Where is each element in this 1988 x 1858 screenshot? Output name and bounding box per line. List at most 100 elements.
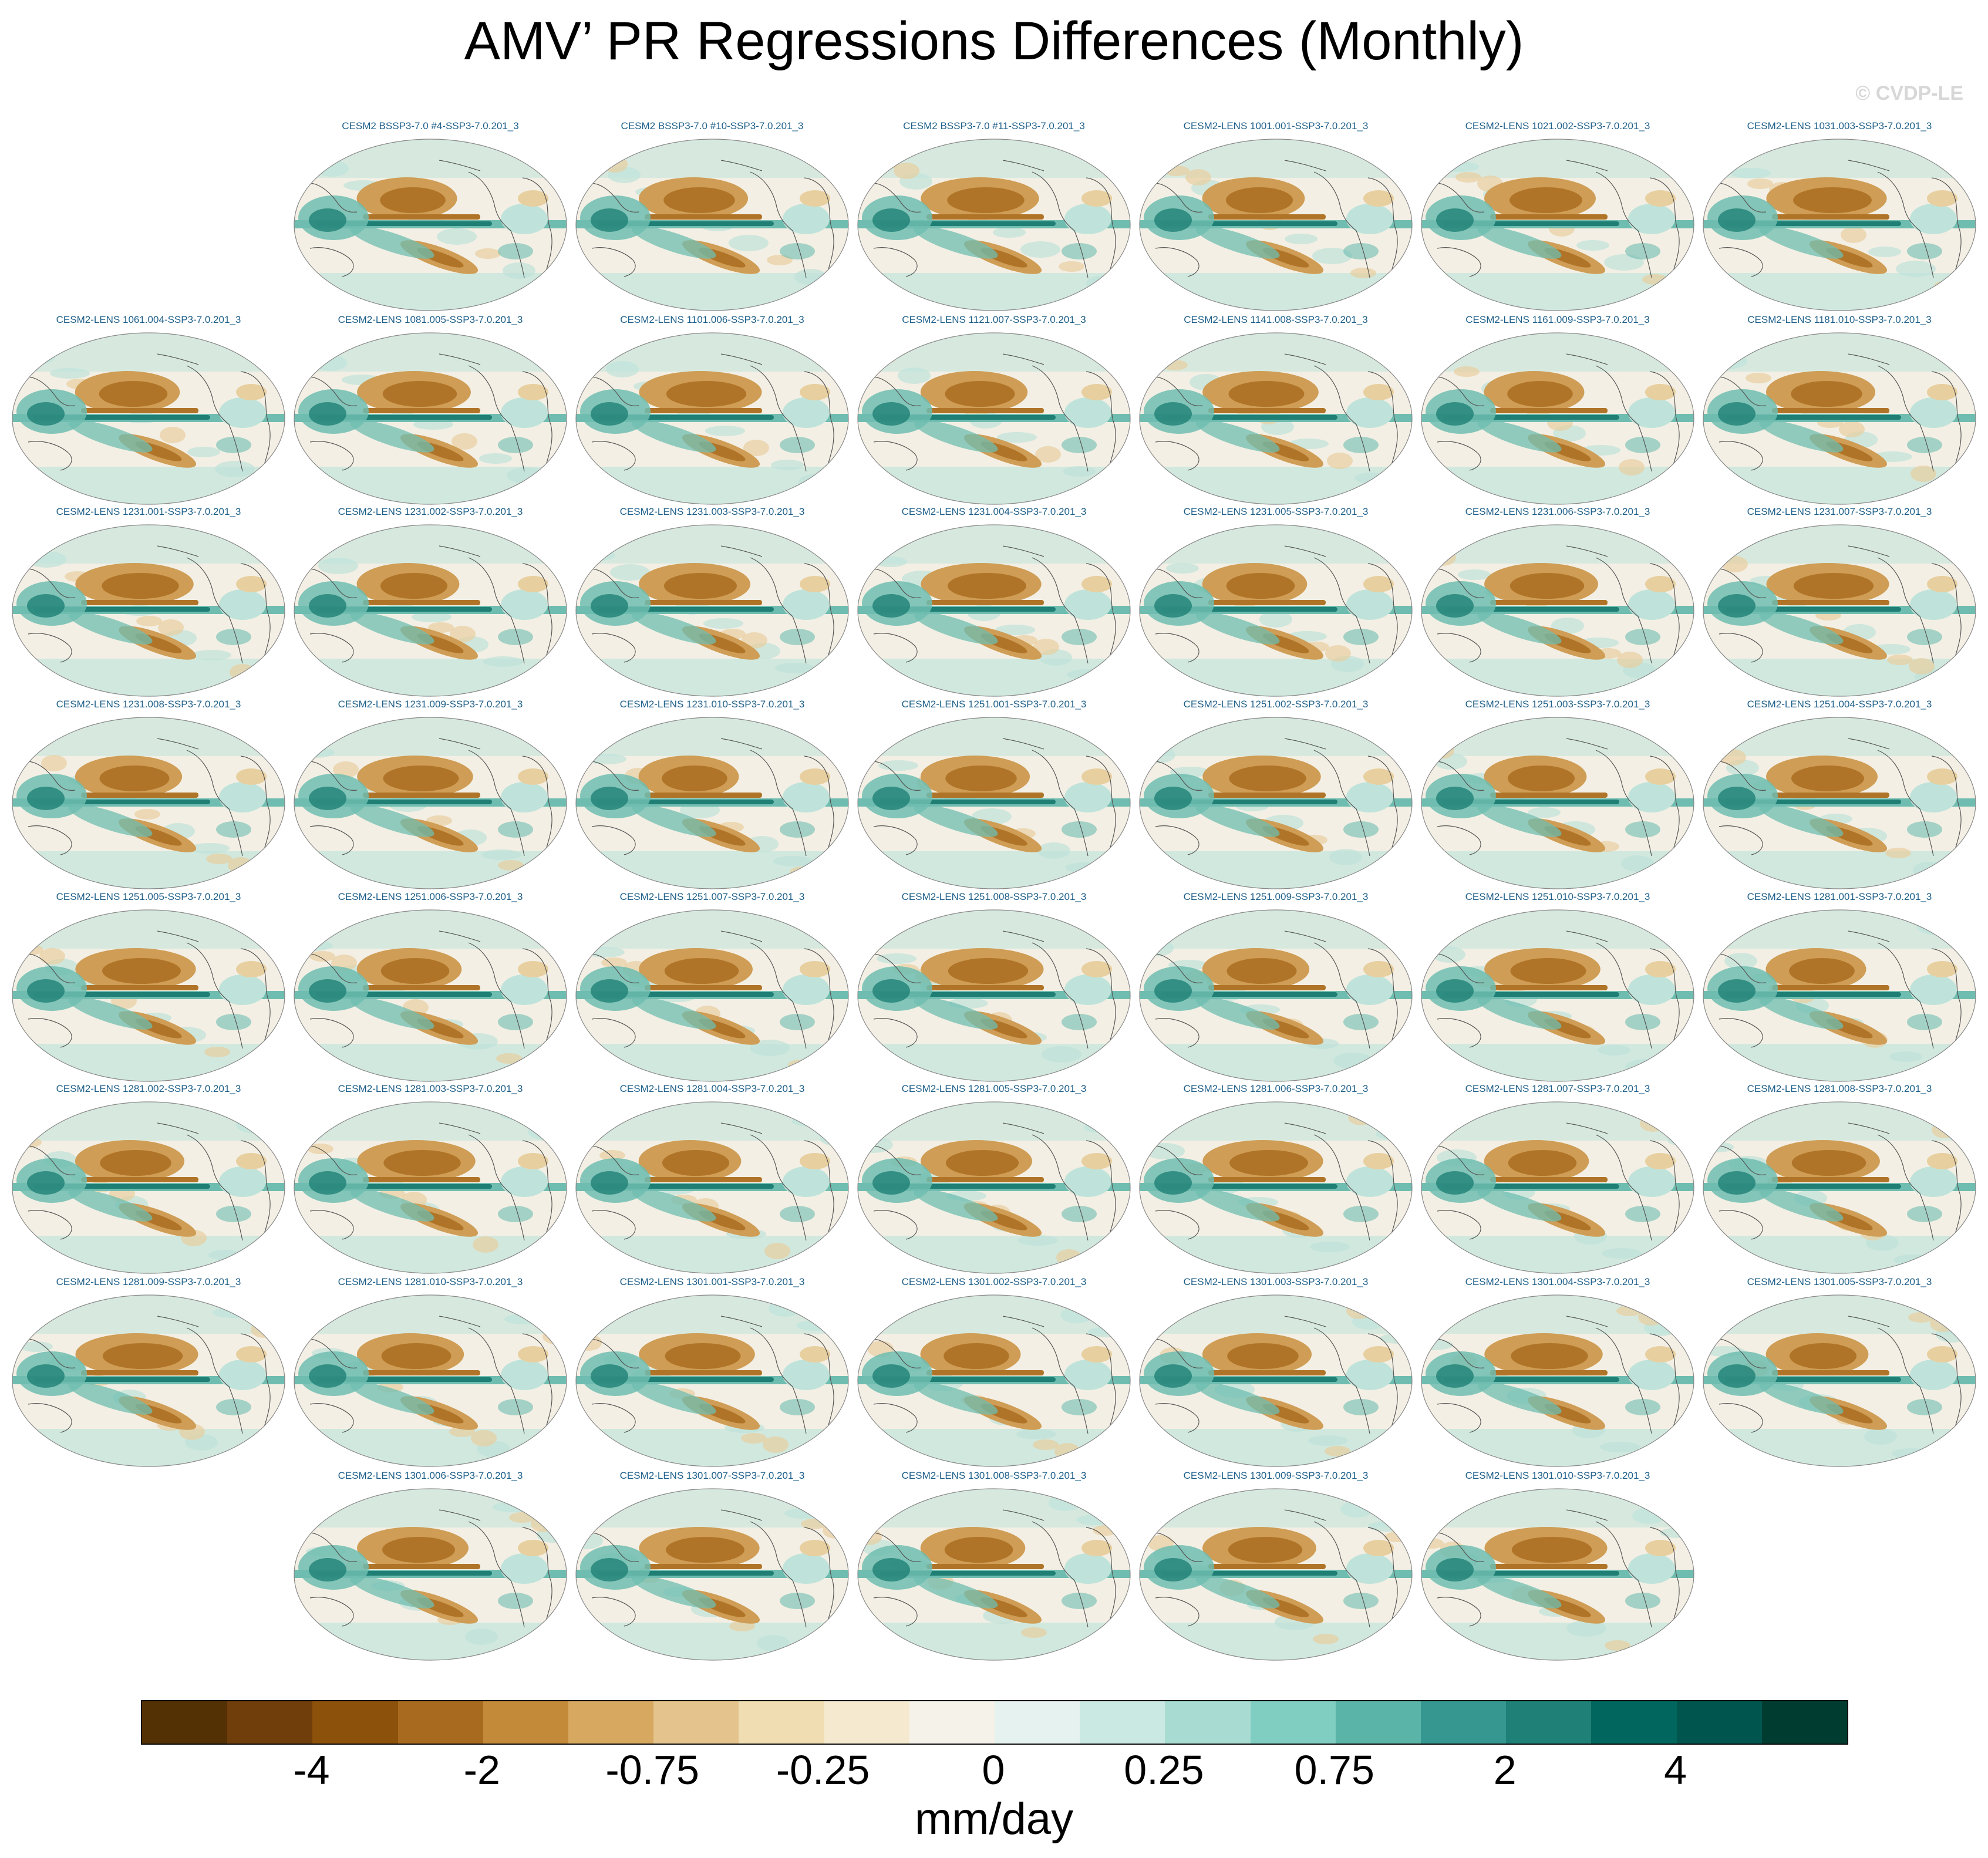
map-svg: [575, 909, 849, 1082]
map-svg: [575, 1101, 849, 1274]
coastline: [1086, 371, 1116, 469]
map-panel: CESM2-LENS 1301.010-SSP3-7.0.201_3: [1420, 1470, 1696, 1664]
coastline: [585, 1532, 639, 1563]
map-panel: CESM2-LENS 1281.001-SSP3-7.0.201_3: [1701, 891, 1977, 1085]
coastline: [867, 1532, 921, 1563]
coastline: [1437, 1018, 1481, 1048]
coastline: [439, 160, 481, 171]
coastline: [439, 1122, 481, 1134]
map-svg: [1703, 717, 1976, 889]
map-svg: [294, 1101, 567, 1274]
coastline: [1719, 1403, 1763, 1433]
coastline: [591, 825, 636, 855]
panel-label: CESM2-LENS 1001.001-SSP3-7.0.201_3: [1183, 120, 1369, 131]
coastline: [439, 1316, 481, 1327]
coastline: [439, 930, 481, 942]
panel-label: CESM2-LENS 1281.005-SSP3-7.0.201_3: [901, 1083, 1087, 1094]
coastline: [1848, 1122, 1890, 1134]
map-outline: [1703, 909, 1976, 1082]
map-outline: [294, 139, 567, 311]
coastline: [439, 545, 481, 557]
map-svg: [1421, 1101, 1694, 1274]
colorbar-swatch: [1335, 1701, 1421, 1744]
map-field: [1421, 139, 1694, 311]
coastline: [28, 441, 72, 471]
panel-label: CESM2-LENS 1281.006-SSP3-7.0.201_3: [1183, 1083, 1369, 1094]
coastline: [720, 353, 763, 365]
panel-label: CESM2-LENS 1231.003-SSP3-7.0.201_3: [619, 506, 805, 517]
panel-label: CESM2-LENS 1251.006-SSP3-7.0.201_3: [338, 891, 523, 902]
map-field: [12, 333, 285, 504]
coastline: [1649, 1333, 1680, 1431]
coastline: [1649, 563, 1680, 661]
coastline: [1877, 1327, 1934, 1434]
coastline: [309, 1597, 354, 1627]
map-svg: [12, 1294, 285, 1467]
coastline: [1848, 1316, 1890, 1327]
map-field: [1421, 525, 1694, 696]
coastline: [240, 1140, 271, 1238]
coastline: [1367, 371, 1398, 469]
map-panel: CESM2-LENS 1061.004-SSP3-7.0.201_3: [11, 314, 287, 508]
panel-label: CESM2-LENS 1021.002-SSP3-7.0.201_3: [1465, 120, 1650, 131]
map-field: [1140, 910, 1412, 1081]
coastline: [304, 1338, 358, 1369]
map-field: [1703, 910, 1976, 1081]
map-svg: [294, 909, 567, 1082]
map-field: [858, 1489, 1130, 1660]
panel-label: CESM2-LENS 1031.003-SSP3-7.0.201_3: [1747, 120, 1932, 131]
coastline: [873, 247, 918, 277]
map-panel: CESM2-LENS 1281.004-SSP3-7.0.201_3: [574, 1083, 850, 1277]
map-svg: [12, 909, 285, 1082]
coastline: [186, 1327, 243, 1434]
coastline: [186, 942, 243, 1049]
map-field: [576, 1102, 848, 1273]
coastline: [1313, 365, 1370, 472]
coastline: [240, 371, 271, 469]
coastline: [873, 441, 918, 471]
panel-label: CESM2-LENS 1181.010-SSP3-7.0.201_3: [1747, 314, 1932, 325]
coastline: [873, 1018, 918, 1048]
panel-label: CESM2-LENS 1161.009-SSP3-7.0.201_3: [1465, 314, 1650, 325]
coastline: [1431, 1338, 1485, 1369]
coastline: [804, 756, 834, 854]
coastline: [1086, 1333, 1116, 1431]
coastline: [1649, 948, 1680, 1046]
coastline: [1313, 171, 1370, 278]
map-outline: [1703, 717, 1976, 889]
coastline: [873, 1403, 918, 1433]
map-svg: [1703, 332, 1976, 505]
colorbar-tick-label: 0.25: [1124, 1747, 1204, 1793]
coastline: [750, 1134, 807, 1241]
coastline: [439, 353, 481, 365]
map-panel: CESM2-LENS 1251.001-SSP3-7.0.201_3: [856, 699, 1132, 892]
coastline: [1431, 953, 1485, 984]
map-field: [1140, 1295, 1412, 1466]
panel-label: CESM2-LENS 1231.001-SSP3-7.0.201_3: [56, 506, 241, 517]
coastline: [304, 376, 358, 407]
colorbar-swatch: [1591, 1701, 1677, 1744]
map-field: [1421, 333, 1694, 504]
map-outline: [1421, 524, 1694, 697]
map-outline: [1703, 1101, 1976, 1274]
map-outline: [1421, 332, 1694, 505]
coastline: [1713, 1145, 1767, 1176]
map-field: [1421, 1295, 1694, 1466]
map-field: [294, 1295, 567, 1466]
map-svg: [857, 332, 1131, 505]
coastline: [1713, 953, 1767, 984]
panel-label: CESM2 BSSP3-7.0 #4-SSP3-7.0.201_3: [342, 120, 519, 131]
panel-label: CESM2-LENS 1281.002-SSP3-7.0.201_3: [56, 1083, 241, 1094]
coastline: [591, 1403, 636, 1433]
panel-label: CESM2-LENS 1301.006-SSP3-7.0.201_3: [338, 1470, 523, 1481]
colorbar-swatch: [227, 1701, 313, 1744]
map-field: [12, 525, 285, 696]
coastline: [585, 1145, 639, 1176]
coastline: [1367, 1140, 1398, 1238]
coastline: [157, 353, 199, 365]
panel-label: CESM2 BSSP3-7.0 #11-SSP3-7.0.201_3: [903, 120, 1085, 131]
coastline: [28, 1403, 72, 1433]
coastline: [1437, 1597, 1481, 1627]
coastline: [1713, 376, 1767, 407]
coastline: [468, 1521, 525, 1628]
